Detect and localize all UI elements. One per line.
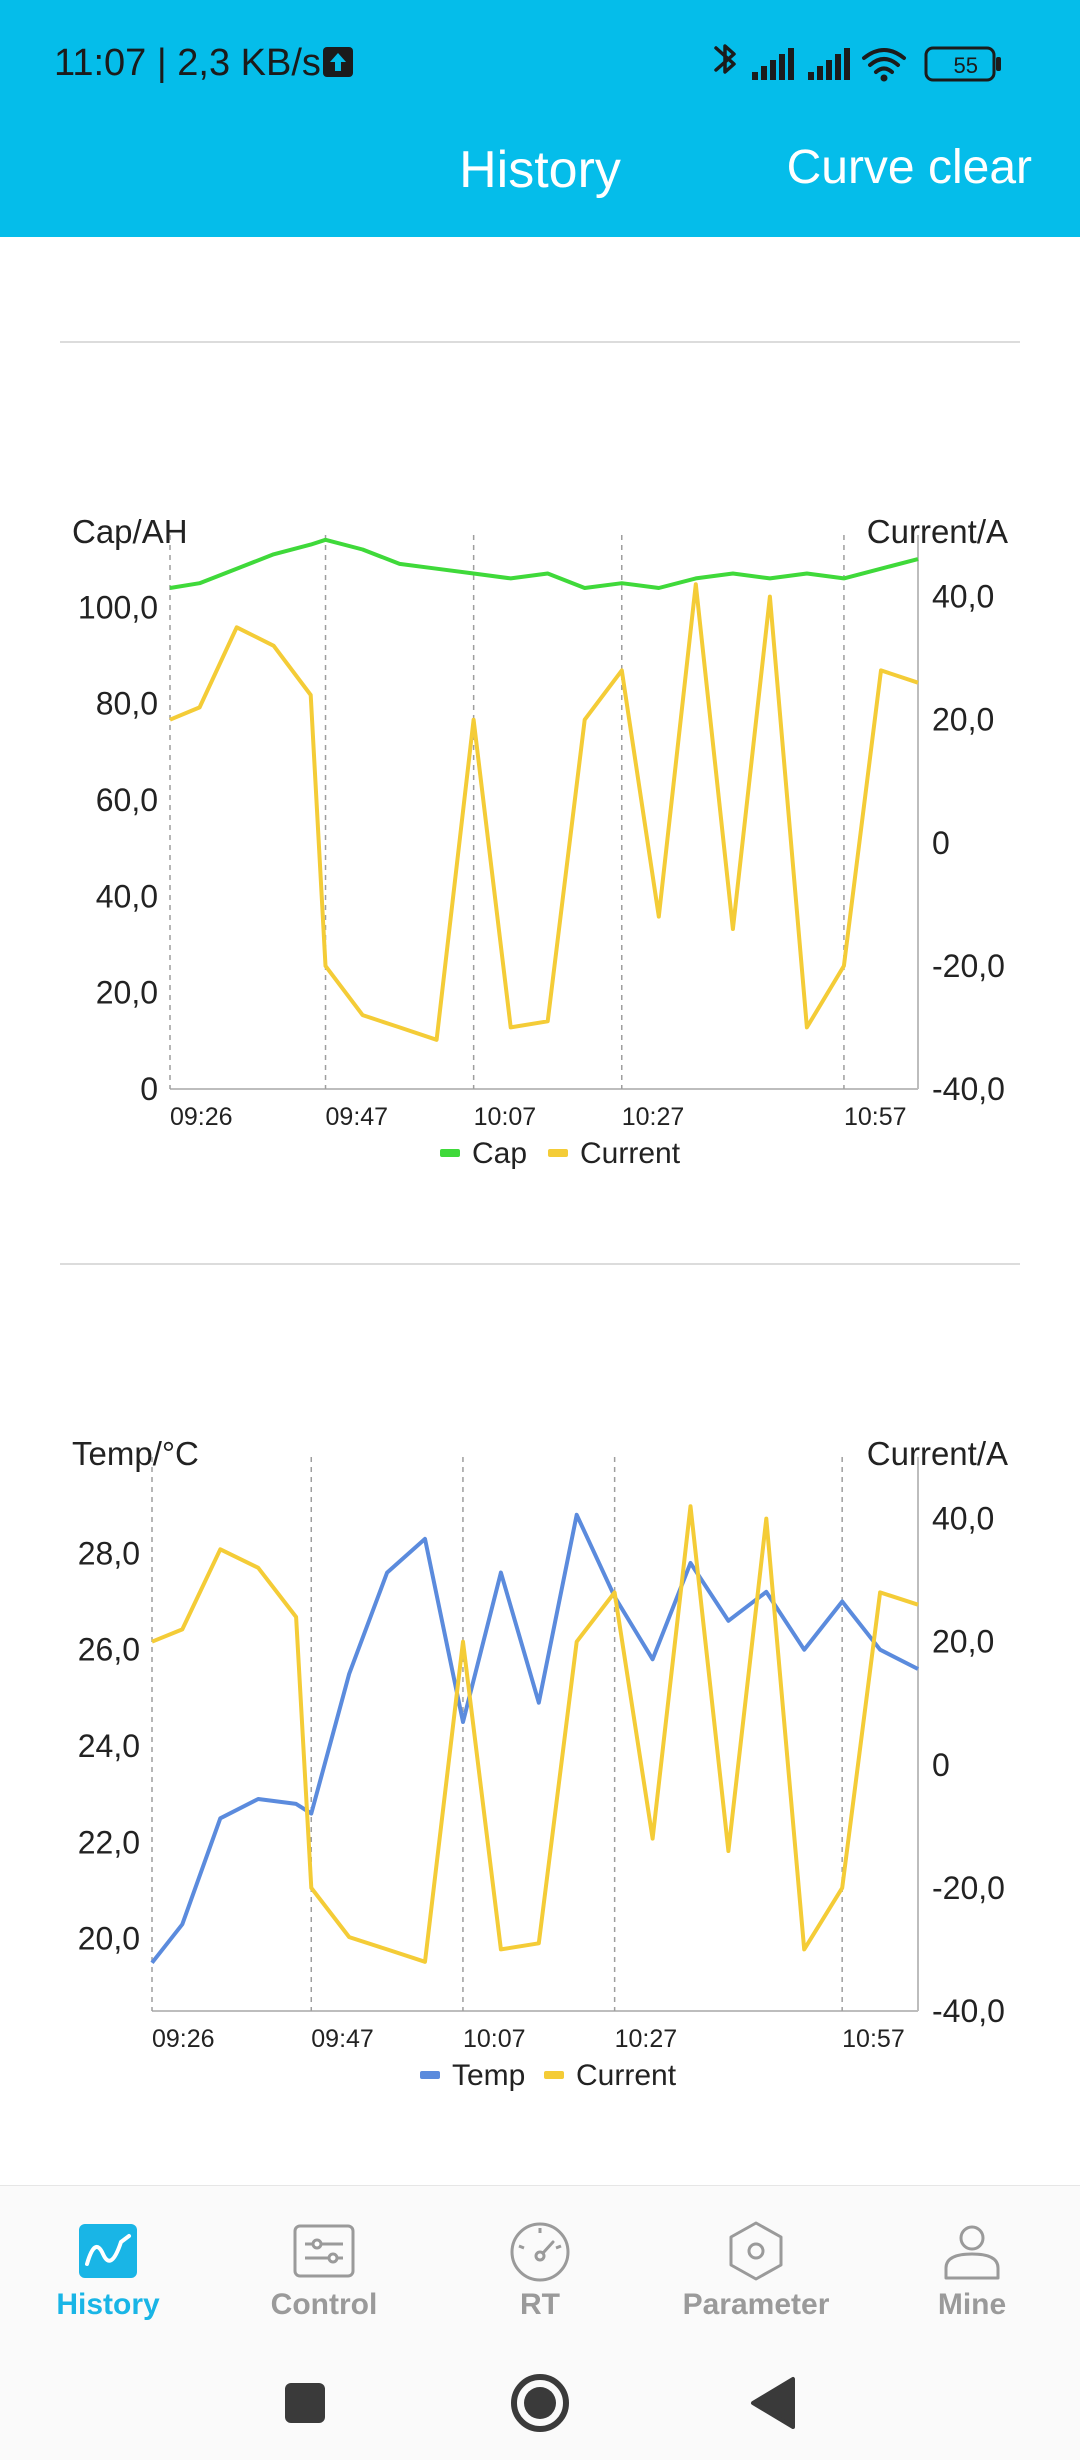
x-tick-label: 09:47 xyxy=(326,1103,389,1131)
legend-swatch xyxy=(544,2071,564,2079)
legend-swatch xyxy=(420,2071,440,2079)
nav-item-mine[interactable]: Mine xyxy=(864,2186,1080,2346)
left-axis-label: Temp/°C xyxy=(72,1435,199,1472)
series-temp-line xyxy=(150,1512,919,1965)
right-tick-label: 20,0 xyxy=(932,702,994,738)
history-content[interactable]: Cap/AH Current/A 100,0 80,0 60,0 40,0 20,0 0 … xyxy=(0,237,1080,2185)
recents-square-icon[interactable] xyxy=(265,2363,345,2443)
x-tick-label: 09:26 xyxy=(152,2025,215,2053)
legend-label: Current xyxy=(576,2059,677,2092)
right-tick-label: 0 xyxy=(932,825,950,861)
home-circle-icon[interactable] xyxy=(500,2363,580,2443)
hexagon-nut-icon xyxy=(729,2221,783,2281)
right-tick-label: -40,0 xyxy=(932,1993,1005,2029)
bluetooth-icon xyxy=(714,44,736,74)
right-tick-label: 0 xyxy=(932,1747,950,1783)
series-current-line xyxy=(151,1504,919,1964)
status-icons xyxy=(714,44,1001,82)
right-tick-label: 20,0 xyxy=(932,1624,994,1660)
nav-label: RT xyxy=(520,2288,560,2321)
legend-label: Cap xyxy=(472,1137,527,1170)
left-tick-label: 80,0 xyxy=(96,686,158,722)
left-axis-label: Cap/AH xyxy=(72,513,188,550)
left-tick-label: 22,0 xyxy=(78,1824,140,1860)
x-tick-label: 10:27 xyxy=(615,2025,678,2053)
x-tick-label: 10:07 xyxy=(474,1103,537,1131)
left-tick-label: 0 xyxy=(140,1071,158,1107)
x-tick-label: 10:57 xyxy=(844,1103,907,1131)
legend-label: Temp xyxy=(452,2059,525,2092)
gauge-icon xyxy=(510,2222,570,2282)
upload-icon xyxy=(323,47,353,77)
status-time-speed: 11:07 | 2,3 KB/s xyxy=(54,42,321,84)
right-axis-label: Current/A xyxy=(867,1435,1008,1472)
left-tick-label: 20,0 xyxy=(78,1921,140,1957)
temp-current-chart: Temp/°C Current/A 28,0 26,0 24,0 22,0 20,0 4… xyxy=(72,1435,1008,2092)
left-tick-label: 60,0 xyxy=(96,782,158,818)
cap-current-chart: Cap/AH Current/A 100,080,060,040,020,00 … xyxy=(72,513,1008,1170)
nav-label: History xyxy=(56,2288,160,2321)
app-header: 11:07 | 2,3 KB/s xyxy=(0,0,1080,237)
x-tick-label: 09:47 xyxy=(311,2025,374,2053)
left-tick-label: 26,0 xyxy=(78,1632,140,1668)
sliders-icon xyxy=(293,2224,355,2278)
battery-level: 55 xyxy=(953,53,978,78)
divider xyxy=(60,341,1020,343)
nav-label: Mine xyxy=(937,2288,1007,2321)
right-tick-label: -20,0 xyxy=(932,948,1005,984)
system-nav-bar xyxy=(0,2345,1080,2460)
x-tick-label: 09:26 xyxy=(170,1103,233,1131)
legend-swatch xyxy=(548,1149,568,1157)
signal-icon xyxy=(752,48,794,80)
left-tick-label: 100,0 xyxy=(78,589,158,625)
nav-item-history[interactable]: History xyxy=(0,2186,216,2346)
back-triangle-icon[interactable] xyxy=(735,2363,815,2443)
x-tick-label: 10:07 xyxy=(463,2025,526,2053)
left-tick-label: 28,0 xyxy=(78,1535,140,1571)
bottom-nav: History Control RT Parameter xyxy=(0,2185,1080,2345)
legend-label: Current xyxy=(580,1137,681,1170)
nav-item-rt[interactable]: RT xyxy=(432,2186,648,2346)
legend-swatch xyxy=(440,1149,460,1157)
left-tick-label: 20,0 xyxy=(96,975,158,1011)
left-tick-label: 24,0 xyxy=(78,1728,140,1764)
history-chart-icon xyxy=(79,2224,137,2278)
right-tick-label: -20,0 xyxy=(932,1870,1005,1906)
divider xyxy=(60,1263,1020,1265)
right-tick-label: 40,0 xyxy=(932,1501,994,1537)
right-axis-label: Current/A xyxy=(867,513,1008,550)
series-current-line xyxy=(169,582,919,1042)
nav-label: Control xyxy=(270,2288,378,2321)
left-tick-label: 40,0 xyxy=(96,878,158,914)
x-tick-label: 10:27 xyxy=(622,1103,685,1131)
right-tick-label: 40,0 xyxy=(932,579,994,615)
page-title: History xyxy=(459,141,621,199)
curve-clear-button[interactable]: Curve clear xyxy=(786,141,1032,194)
wifi-icon xyxy=(862,48,906,74)
nav-item-parameter[interactable]: Parameter xyxy=(648,2186,864,2346)
x-tick-label: 10:57 xyxy=(842,2025,905,2053)
right-tick-label: -40,0 xyxy=(932,1071,1005,1107)
battery-icon xyxy=(924,46,1001,82)
signal-icon-2 xyxy=(808,48,850,80)
user-icon xyxy=(944,2225,1000,2280)
nav-label: Parameter xyxy=(682,2288,830,2321)
series-cap-line xyxy=(169,537,919,590)
nav-item-control[interactable]: Control xyxy=(216,2186,432,2346)
